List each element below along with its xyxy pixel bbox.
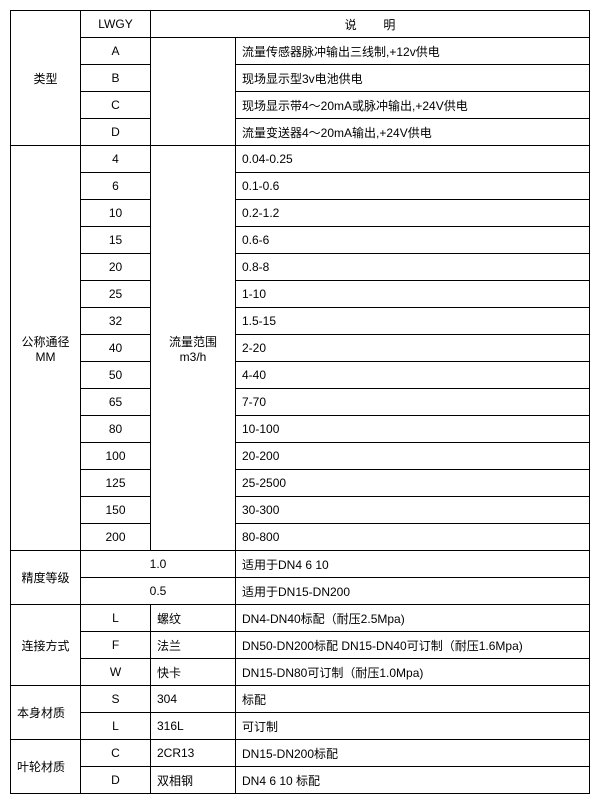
blade-code: D xyxy=(81,767,151,794)
body-mid: 316L xyxy=(151,713,236,740)
dn-desc: 0.8-8 xyxy=(236,254,590,281)
type-desc: 现场显示带4～20mA或脉冲输出,+24V供电 xyxy=(236,92,590,119)
accuracy-label: 精度等级 xyxy=(11,551,81,605)
conn-mid: 螺纹 xyxy=(151,605,236,632)
dn-desc: 7-70 xyxy=(236,389,590,416)
dn-code: 100 xyxy=(81,443,151,470)
dn-desc: 10-100 xyxy=(236,416,590,443)
dn-desc: 0.1-0.6 xyxy=(236,173,590,200)
type-code: A xyxy=(81,38,151,65)
dn-desc: 80-800 xyxy=(236,524,590,551)
blade-mid: 2CR13 xyxy=(151,740,236,767)
dn-desc: 0.04-0.25 xyxy=(236,146,590,173)
accuracy-desc: 适用于DN15-DN200 xyxy=(236,578,590,605)
body-desc: 标配 xyxy=(236,686,590,713)
dn-desc: 2-20 xyxy=(236,335,590,362)
conn-desc: DN50-DN200标配 DN15-DN40可订制（耐压1.6Mpa) xyxy=(236,632,590,659)
conn-code: L xyxy=(81,605,151,632)
spec-table: 类型 LWGY 说 明 A 流量传感器脉冲输出三线制,+12v供电 B 现场显示… xyxy=(10,10,590,794)
dn-code: 32 xyxy=(81,308,151,335)
dn-code: 40 xyxy=(81,335,151,362)
type-label: 类型 xyxy=(11,11,81,146)
accuracy-code: 1.0 xyxy=(81,551,236,578)
dn-desc: 1-10 xyxy=(236,281,590,308)
dn-desc: 25-2500 xyxy=(236,470,590,497)
type-code: D xyxy=(81,119,151,146)
blade-desc: DN15-DN200标配 xyxy=(236,740,590,767)
accuracy-desc: 适用于DN4 6 10 xyxy=(236,551,590,578)
conn-desc: DN4-DN40标配（耐压2.5Mpa) xyxy=(236,605,590,632)
body-mid: 304 xyxy=(151,686,236,713)
type-code: C xyxy=(81,92,151,119)
dn-desc: 20-200 xyxy=(236,443,590,470)
dn-label: 公称通径MM xyxy=(11,146,81,551)
dn-code: 6 xyxy=(81,173,151,200)
dn-code: 200 xyxy=(81,524,151,551)
type-desc: 现场显示型3v电池供电 xyxy=(236,65,590,92)
type-code: B xyxy=(81,65,151,92)
type-desc: 流量传感器脉冲输出三线制,+12v供电 xyxy=(236,38,590,65)
type-mid-blank xyxy=(151,38,236,146)
header-desc: 说 明 xyxy=(151,11,590,38)
dn-code: 125 xyxy=(81,470,151,497)
blade-desc: DN4 6 10 标配 xyxy=(236,767,590,794)
dn-code: 80 xyxy=(81,416,151,443)
body-code: S xyxy=(81,686,151,713)
dn-code: 15 xyxy=(81,227,151,254)
dn-code: 20 xyxy=(81,254,151,281)
blade-label: 叶轮材质 xyxy=(11,740,81,794)
dn-desc: 0.2-1.2 xyxy=(236,200,590,227)
conn-mid: 法兰 xyxy=(151,632,236,659)
blade-mid: 双相钢 xyxy=(151,767,236,794)
conn-code: W xyxy=(81,659,151,686)
conn-label: 连接方式 xyxy=(11,605,81,686)
dn-desc: 1.5-15 xyxy=(236,308,590,335)
dn-mid: 流量范围m3/h xyxy=(151,146,236,551)
accuracy-code: 0.5 xyxy=(81,578,236,605)
body-label: 本身材质 xyxy=(11,686,81,740)
conn-desc: DN15-DN80可订制（耐压1.0Mpa) xyxy=(236,659,590,686)
conn-mid: 快卡 xyxy=(151,659,236,686)
dn-code: 50 xyxy=(81,362,151,389)
dn-code: 4 xyxy=(81,146,151,173)
dn-desc: 30-300 xyxy=(236,497,590,524)
dn-desc: 0.6-6 xyxy=(236,227,590,254)
type-desc: 流量变送器4～20mA输出,+24V供电 xyxy=(236,119,590,146)
dn-code: 10 xyxy=(81,200,151,227)
body-code: L xyxy=(81,713,151,740)
dn-code: 150 xyxy=(81,497,151,524)
header-lwgy: LWGY xyxy=(81,11,151,38)
body-desc: 可订制 xyxy=(236,713,590,740)
dn-desc: 4-40 xyxy=(236,362,590,389)
dn-code: 25 xyxy=(81,281,151,308)
blade-code: C xyxy=(81,740,151,767)
conn-code: F xyxy=(81,632,151,659)
dn-code: 65 xyxy=(81,389,151,416)
